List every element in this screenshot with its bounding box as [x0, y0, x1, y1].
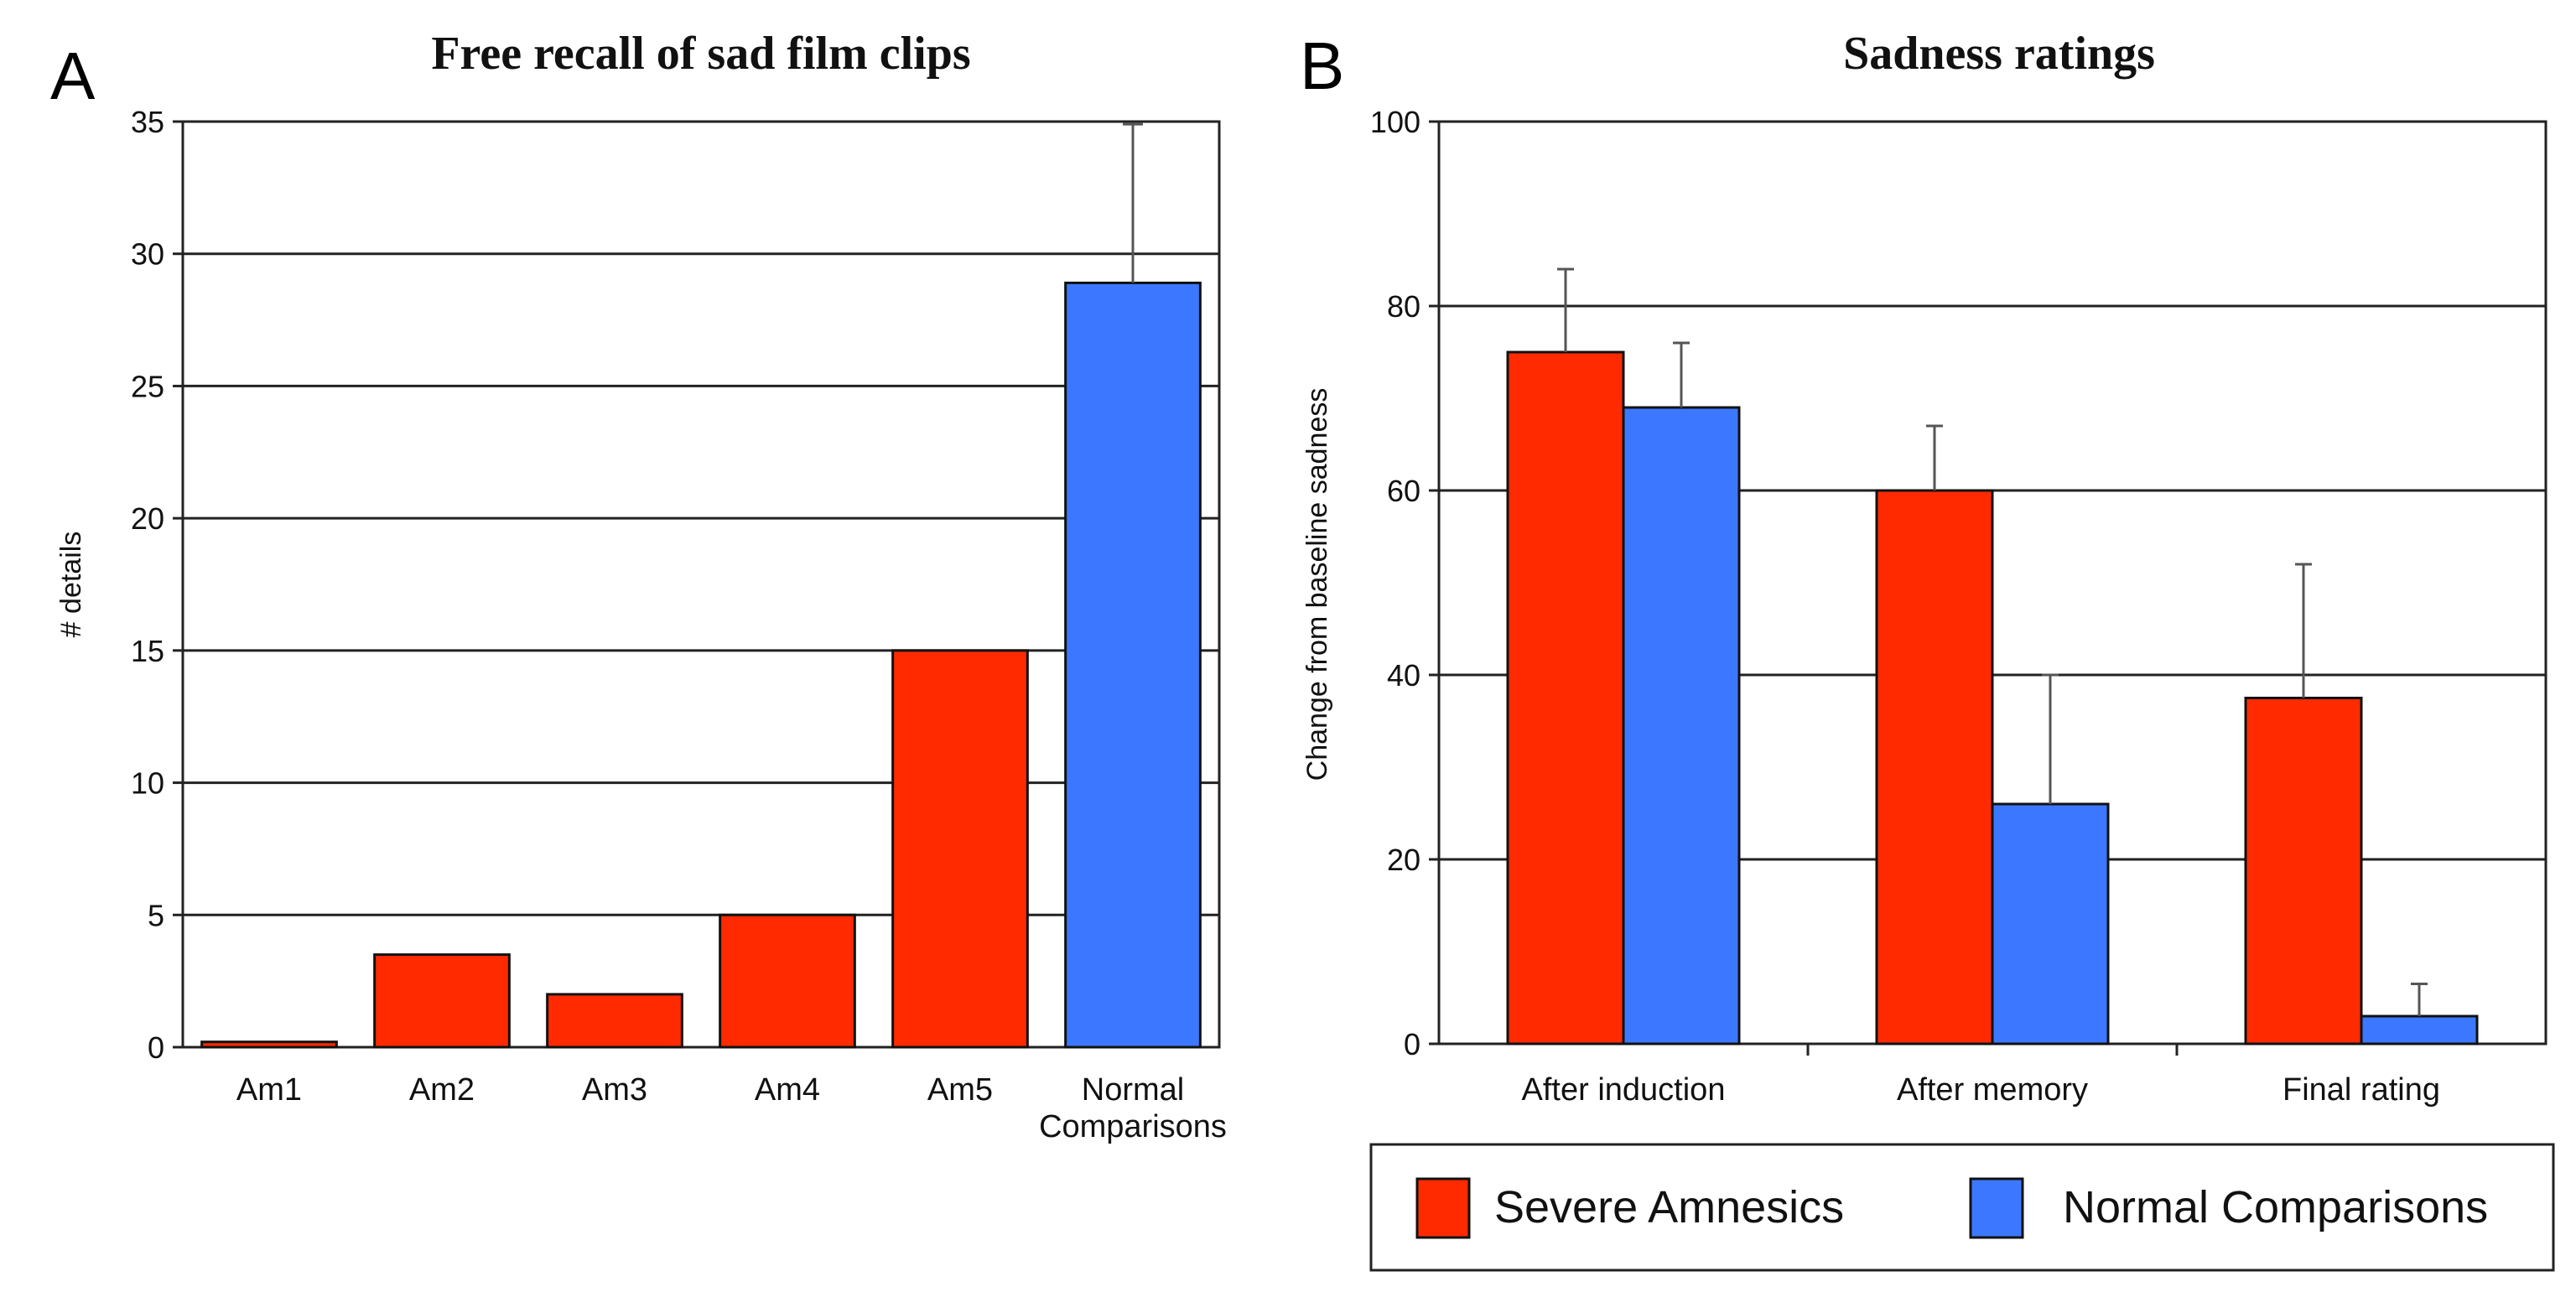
- category-label-final-rating: Final rating: [2283, 1072, 2440, 1108]
- chart-b-title: Sadness ratings: [1843, 28, 2155, 80]
- category-label-normal-comparisons-line-2: Comparisons: [1039, 1109, 1227, 1144]
- panel-a-letter: A: [50, 39, 96, 113]
- chart-b-bars: [1506, 350, 2479, 1046]
- y-tick-label-5: 5: [148, 898, 164, 932]
- bar-normal-comparisons-after-induction: [1622, 406, 1741, 1046]
- category-label-normal-comparisons-line-1: Normal: [1082, 1072, 1184, 1108]
- chart-a-y-ticks: 0 5 10 15 20 25 30 35: [131, 105, 183, 1065]
- category-label-am3: Am3: [582, 1072, 647, 1108]
- chart-a-error-bars: [1123, 122, 1143, 283]
- category-label-am5: Am5: [927, 1072, 993, 1108]
- bar-am4: [719, 913, 856, 1049]
- y-tick-label-100: 100: [1370, 105, 1420, 139]
- chart-b-category-labels: After induction After memory Final rating: [1522, 1044, 2440, 1108]
- category-label-am1: Am1: [236, 1072, 302, 1108]
- chart-b-error-bars: [1557, 267, 2428, 1016]
- bar-severe-amnesics-final-rating: [2244, 697, 2363, 1046]
- panel-b-letter: B: [1300, 29, 1344, 103]
- chart-a-title: Free recall of sad film clips: [431, 28, 970, 80]
- chart-b-y-axis-label: Change from baseline sadness: [1301, 388, 1333, 781]
- y-tick-label-35: 35: [131, 105, 164, 139]
- chart-a-y-axis-label: # details: [55, 532, 87, 638]
- bar-normal-comparisons-final-rating: [2360, 1014, 2479, 1046]
- y-tick-label-25: 25: [131, 369, 164, 403]
- bar-am1: [200, 1040, 338, 1049]
- bar-am2: [373, 953, 511, 1049]
- chart-b-legend: Severe Amnesics Normal Comparisons: [1369, 1143, 2555, 1272]
- legend-label-severe-amnesics: Severe Amnesics: [1494, 1182, 1844, 1232]
- chart-a: A Free recall of sad film clips 0 5 10 15 20…: [50, 28, 1227, 1144]
- category-label-am4: Am4: [755, 1072, 820, 1108]
- y-tick-label-40: 40: [1387, 658, 1420, 693]
- y-tick-label-0: 0: [1404, 1027, 1420, 1061]
- bar-normal-comparisons: [1064, 281, 1202, 1049]
- chart-a-gridlines: [183, 252, 1219, 916]
- legend-swatch-normal-comparisons: [1969, 1177, 2024, 1239]
- legend-swatch-severe-amnesics: [1415, 1177, 1471, 1239]
- y-tick-label-10: 10: [131, 766, 164, 801]
- legend-box: [1369, 1143, 2555, 1272]
- category-label-am2: Am2: [409, 1072, 475, 1108]
- chart-b-y-ticks: 0 20 40 60 80 100: [1370, 105, 1439, 1061]
- y-tick-label-60: 60: [1387, 474, 1420, 508]
- category-label-after-induction: After induction: [1522, 1072, 1726, 1108]
- chart-b: B Sadness ratings 0 20 40 60 80 100 After ind…: [1300, 28, 2555, 1272]
- y-tick-label-30: 30: [131, 237, 164, 272]
- y-tick-label-15: 15: [131, 634, 164, 668]
- bar-am3: [546, 993, 683, 1049]
- chart-a-plot-area: [181, 120, 1221, 1049]
- bar-am5: [891, 649, 1029, 1049]
- y-tick-label-20: 20: [1387, 843, 1420, 877]
- chart-a-bars: [200, 281, 1202, 1049]
- legend-label-normal-comparisons: Normal Comparisons: [2063, 1182, 2488, 1232]
- bar-normal-comparisons-after-memory: [1991, 802, 2110, 1046]
- y-tick-label-0: 0: [148, 1030, 164, 1065]
- category-label-after-memory: After memory: [1897, 1072, 2088, 1108]
- y-tick-label-80: 80: [1387, 289, 1420, 324]
- bar-severe-amnesics-after-induction: [1506, 350, 1625, 1046]
- y-tick-label-20: 20: [131, 501, 164, 536]
- bar-severe-amnesics-after-memory: [1875, 489, 1994, 1046]
